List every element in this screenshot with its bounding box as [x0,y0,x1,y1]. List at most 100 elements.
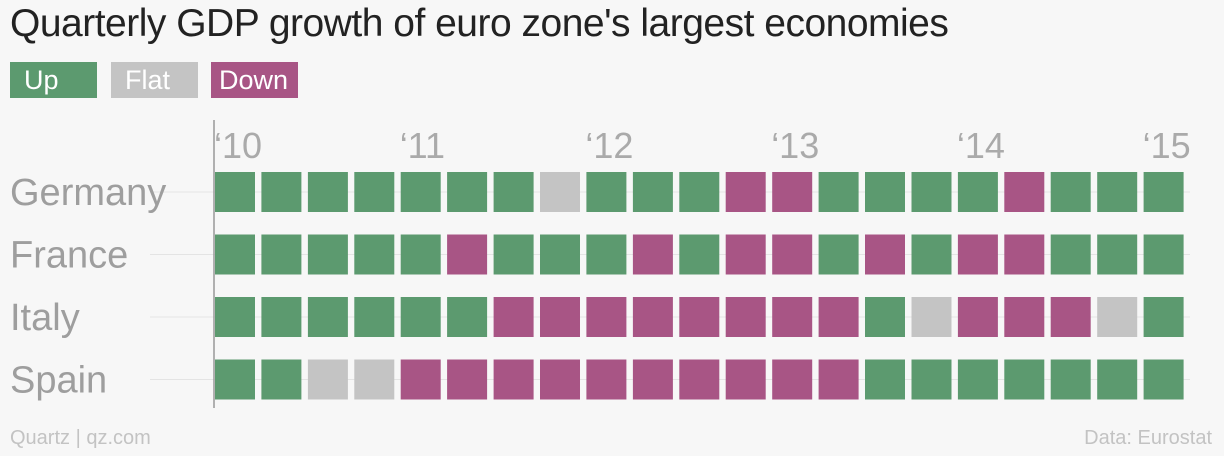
credit-text: Quartz | qz.com [10,427,151,449]
heatmap-cell [725,234,766,275]
heatmap-cell [865,359,905,400]
row-label: Italy [10,297,80,339]
heatmap-cell [865,297,905,337]
heatmap-cell [679,172,720,212]
legend-down: Down [211,62,298,98]
heatmap-cell [215,234,255,275]
heatmap-cell [493,172,534,212]
legend-up: Up [10,62,97,98]
heatmap-cell [725,359,766,400]
heatmap-cell [586,359,627,400]
heatmap-cell [1050,234,1091,275]
heatmap-cell [725,172,766,212]
heatmap-cell [632,234,673,275]
heatmap-cell [1004,172,1045,212]
heatmap-cell [307,359,348,400]
heatmap-cell [632,297,673,337]
x-tick-label: ‘12 [585,125,633,166]
x-tick-label: ‘11 [400,125,445,166]
legend-flat: Flat [111,62,198,98]
heatmap-cell [957,297,998,337]
gdp-heatmap: ‘10 ‘11 ‘12 ‘13 ‘14 ‘15 Germany France Italy Spai… [10,120,1191,408]
heatmap-cell [447,297,488,337]
heatmap-cell [215,172,255,212]
heatmap-cell [261,234,302,275]
x-tick-label: ‘15 [1143,125,1191,166]
heatmap-cell [865,172,905,212]
heatmap-cell [540,234,580,275]
heatmap-cell [1050,359,1091,400]
heatmap-cell [1097,297,1138,337]
heatmap-cell [307,297,348,337]
heatmap-cell [911,359,952,400]
heatmap-cell [215,297,255,337]
heatmap-cell [632,359,673,400]
heatmap-cell [354,234,395,275]
heatmap-cell [818,297,859,337]
heatmap-cell [957,234,998,275]
heatmap-cell [586,297,627,337]
heatmap-cell [261,172,302,212]
heatmap-cell [772,172,813,212]
heatmap-cell [215,359,255,400]
heatmap-cell [540,172,580,212]
heatmap-cell [493,234,534,275]
heatmap-cell [725,297,766,337]
x-tick-label: ‘10 [214,125,262,166]
heatmap-cell [818,359,859,400]
heatmap-cell [1097,359,1138,400]
heatmap-cell [679,359,720,400]
heatmap-cell [818,172,859,212]
row-label: Germany [10,172,166,214]
heatmap-cell [1143,234,1184,275]
heatmap-cell [261,297,302,337]
row-label: France [10,235,128,277]
heatmap-cell [400,359,441,400]
heatmap-cell [586,172,627,212]
heatmap-cell [679,234,720,275]
x-tick-label: ‘14 [957,125,1005,166]
x-tick-label: ‘13 [771,125,819,166]
heatmap-cell [400,297,441,337]
heatmap-cell [493,359,534,400]
heatmap-cell [1097,234,1138,275]
heatmap-cell [447,359,488,400]
heatmap-cell [400,234,441,275]
heatmap-cell [772,359,813,400]
heatmap-cell [772,234,813,275]
heatmap-cell [1004,297,1045,337]
heatmap-cell [400,172,441,212]
heatmap-cell [447,234,488,275]
heatmap-cell [911,234,952,275]
row-label: Spain [10,360,107,402]
heatmap-cell [540,297,580,337]
heatmap-cell [818,234,859,275]
heatmap-cell [354,297,395,337]
heatmap-cell [865,234,905,275]
heatmap-cell [1143,297,1184,337]
heatmap-cell [679,297,720,337]
heatmap-cell [586,234,627,275]
heatmap-cell [354,172,395,212]
heatmap-cell [1097,172,1138,212]
heatmap-cell [447,172,488,212]
heatmap-cell [1004,234,1045,275]
heatmap-cell [1143,172,1184,212]
heatmap-cell [957,359,998,400]
source-text: Data: Eurostat [1084,427,1212,449]
heatmap-cell [911,297,952,337]
heatmap-cell [540,359,580,400]
heatmap-cell [1143,359,1184,400]
heatmap-cell [911,172,952,212]
heatmap-cell [1050,172,1091,212]
chart-title: Quarterly GDP growth of euro zone's larg… [10,2,949,45]
heatmap-cell [307,172,348,212]
heatmap-cell [354,359,395,400]
heatmap-cell [1050,297,1091,337]
heatmap-cell [957,172,998,212]
heatmap-cell [261,359,302,400]
heatmap-cell [307,234,348,275]
heatmap-cell [772,297,813,337]
heatmap-cell [1004,359,1045,400]
heatmap-cell [632,172,673,212]
